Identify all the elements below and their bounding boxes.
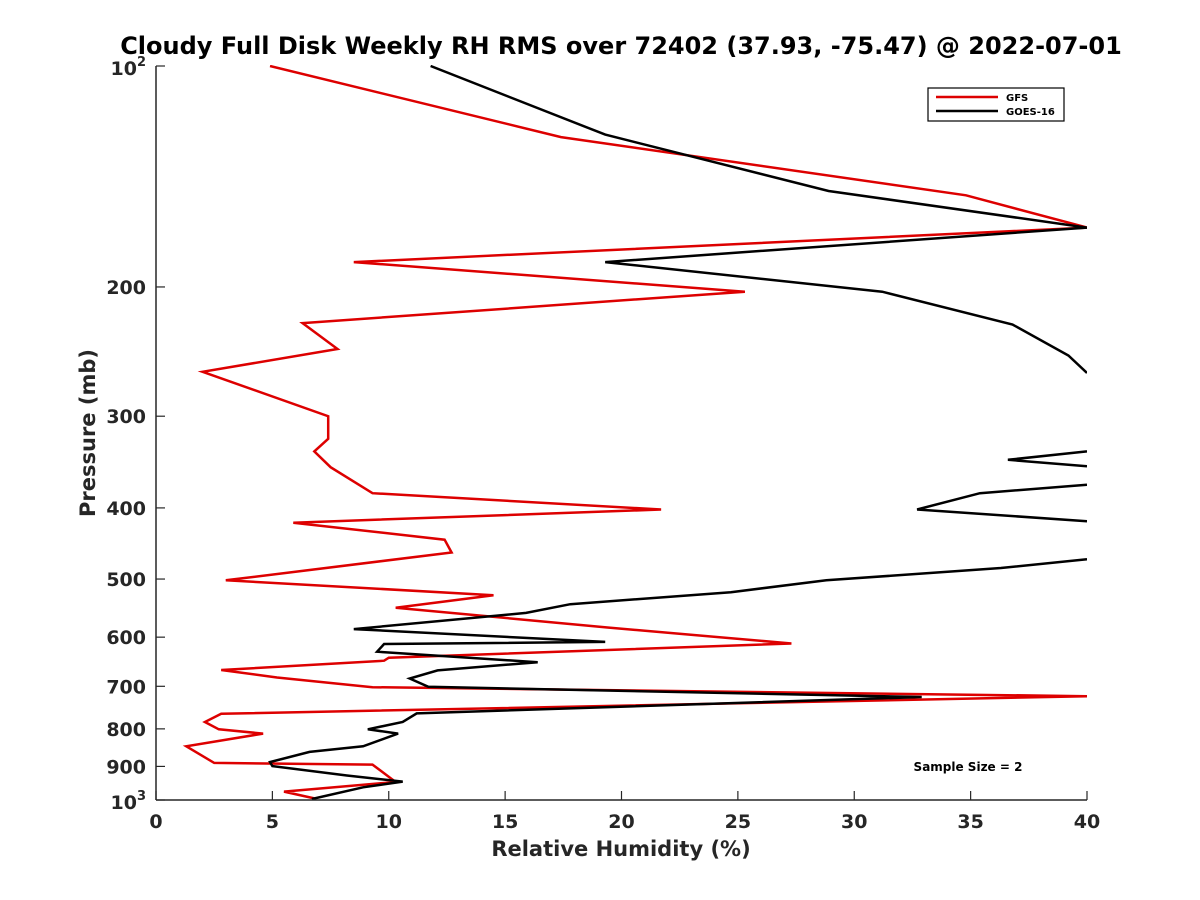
legend-box [927, 87, 1065, 122]
y-tick-label: 600 [106, 627, 146, 649]
legend-label: GFS [1006, 93, 1028, 104]
y-tick-label: 500 [106, 569, 146, 591]
chart-title: Cloudy Full Disk Weekly RH RMS over 7240… [120, 32, 1122, 60]
y-tick-label: 103 [111, 789, 147, 814]
y-tick-label: 200 [106, 277, 146, 299]
y-axis-label: Pressure (mb) [76, 349, 100, 517]
x-tick-label: 20 [608, 811, 634, 833]
x-tick-label: 5 [266, 811, 279, 833]
x-tick-label: 10 [376, 811, 402, 833]
series-line-goes-16 [268, 65, 1087, 801]
x-tick-label: 35 [957, 811, 983, 833]
y-tick-label: 900 [106, 756, 146, 778]
plot-area [182, 65, 1087, 801]
series-line-gfs [182, 65, 1087, 800]
legend: GFS GOES-16 [927, 87, 1065, 122]
x-tick-label: 40 [1074, 811, 1100, 833]
x-axis-label: Relative Humidity (%) [491, 837, 750, 861]
legend-label: GOES-16 [1006, 107, 1055, 118]
y-tick-label: 400 [106, 498, 146, 520]
x-tick-label: 15 [492, 811, 518, 833]
y-tick-label: 102 [111, 55, 147, 80]
axes: 0 5 10 15 20 25 30 35 40 102 200 300 400 500 600 700 800… [106, 55, 1100, 833]
y-tick-label: 700 [106, 676, 146, 698]
sample-size-annotation: Sample Size = 2 [914, 760, 1023, 774]
y-tick-label: 300 [106, 406, 146, 428]
x-tick-label: 0 [149, 811, 162, 833]
x-tick-label: 25 [725, 811, 751, 833]
x-tick-label: 30 [841, 811, 867, 833]
y-tick-label: 800 [106, 719, 146, 741]
